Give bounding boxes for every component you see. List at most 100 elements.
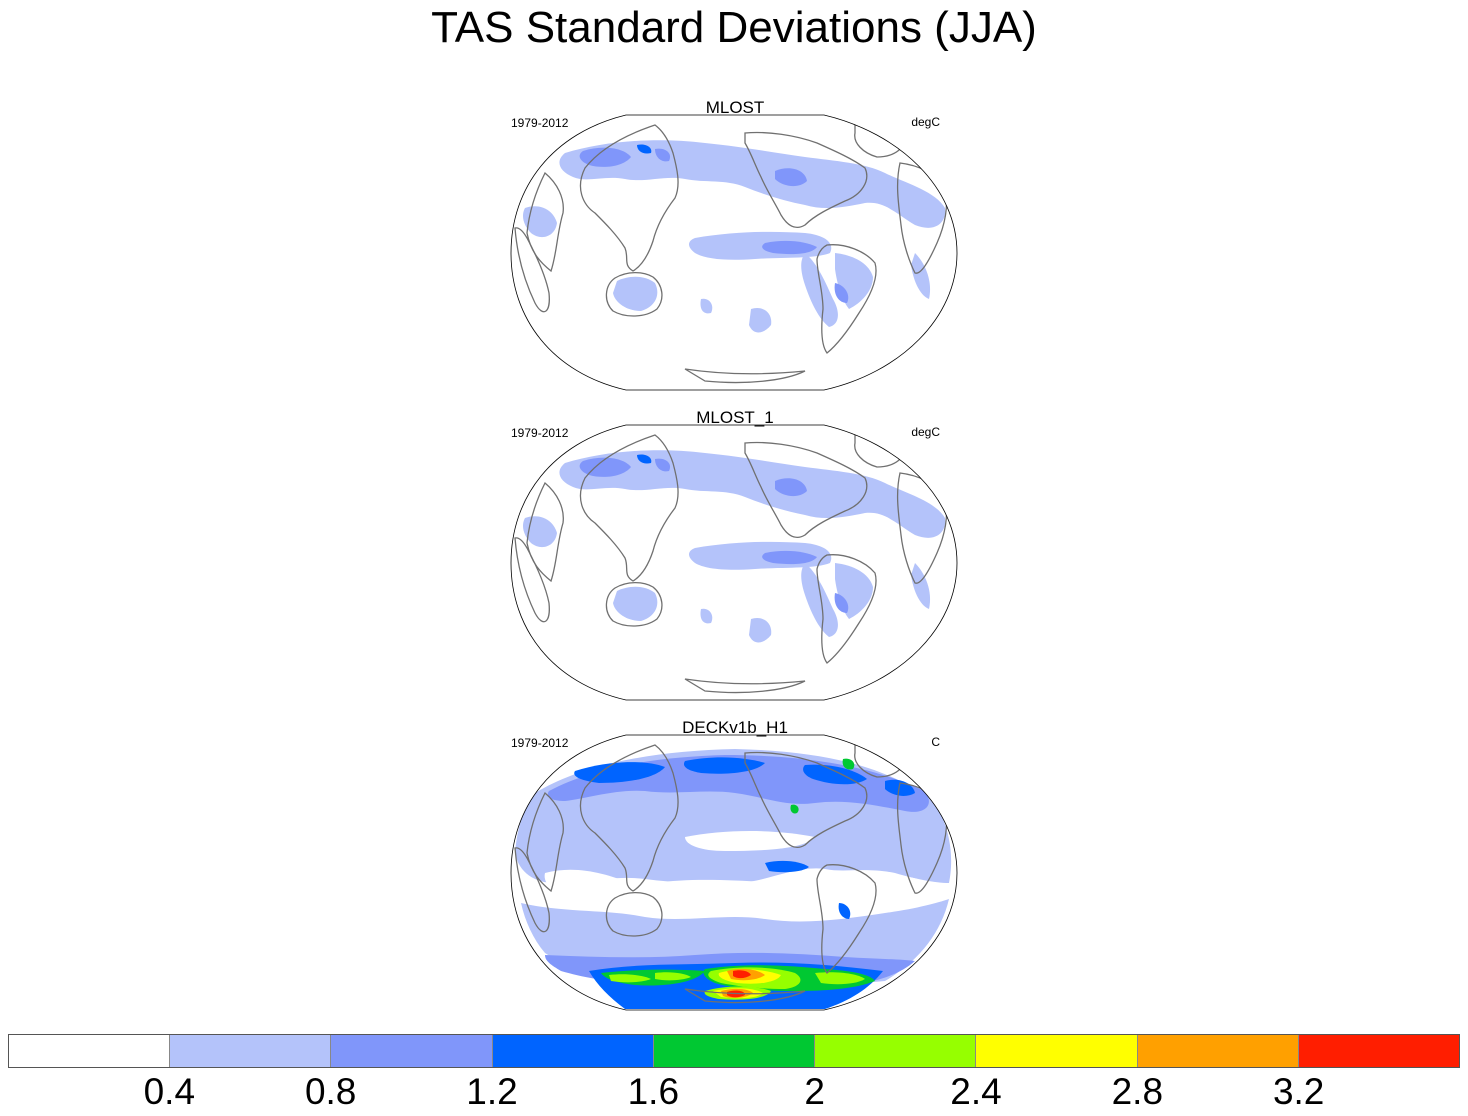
colorbar-box <box>492 1035 654 1067</box>
anomaly-region <box>655 972 691 981</box>
map-panel-mlost-1: MLOST_1 1979-2012 degC <box>505 409 965 723</box>
panel-units: degC <box>911 115 940 129</box>
coastline <box>579 124 679 272</box>
coastline <box>816 554 877 664</box>
anomaly-region <box>801 253 838 327</box>
anomaly-region <box>685 831 815 851</box>
anomaly-region <box>609 974 651 983</box>
colorbar-tick-label: 0.8 <box>304 1071 357 1112</box>
colorbar-tick-label: 2.4 <box>950 1071 1002 1112</box>
coastline <box>605 581 663 627</box>
map-svg <box>510 734 958 1011</box>
anomaly-region <box>911 563 931 609</box>
map-outline <box>510 114 958 391</box>
anomaly-region <box>613 586 658 621</box>
anomaly-region <box>655 148 671 162</box>
colorbar <box>8 1034 1460 1068</box>
coastline <box>816 864 877 974</box>
coastlines <box>514 123 948 384</box>
coastline <box>514 227 550 313</box>
map-svg <box>510 424 958 701</box>
anomaly-region <box>559 140 946 228</box>
anomaly-region <box>700 608 713 624</box>
anomaly-region <box>834 283 849 303</box>
panel-period: 1979-2012 <box>511 116 569 130</box>
anomaly-region <box>838 903 851 919</box>
anomaly-region <box>655 458 671 472</box>
colorbar-tick-label: 0.4 <box>143 1071 196 1112</box>
colorbar-tick-label: 1.2 <box>466 1071 518 1112</box>
anomaly-region <box>762 550 817 565</box>
anomaly-region <box>523 206 557 238</box>
anomaly-field <box>523 450 946 643</box>
map-outline <box>510 734 958 1011</box>
anomaly-region <box>544 869 629 897</box>
anomaly-region <box>911 253 931 299</box>
anomaly-region <box>842 758 855 770</box>
anomaly-region <box>523 516 557 548</box>
anomaly-region <box>613 276 658 311</box>
coastline <box>744 751 868 849</box>
anomaly-region <box>655 879 785 898</box>
map-panel-deckv1b-h1: DECKv1b_H1 1979-2012 C <box>505 719 965 1033</box>
map-panel-mlost: MLOST 1979-2012 degC <box>505 99 965 413</box>
panel-title: MLOST <box>705 98 765 117</box>
anomaly-region <box>749 307 772 333</box>
colorbar-tick-label: 2.8 <box>1111 1071 1164 1112</box>
anomaly-region <box>637 144 652 154</box>
anomaly-region <box>775 168 807 187</box>
colorbar-box <box>976 1035 1138 1067</box>
coastline <box>744 441 868 539</box>
anomaly-region <box>637 454 652 464</box>
coastline <box>526 791 564 893</box>
colorbar-box <box>9 1035 171 1067</box>
coastline <box>579 434 679 582</box>
coastline <box>816 244 877 354</box>
anomaly-region <box>790 804 799 814</box>
anomaly-region <box>762 240 817 255</box>
anomaly-region <box>885 876 935 896</box>
anomaly-region <box>765 860 809 873</box>
colorbar-box <box>331 1035 493 1067</box>
panel-units: degC <box>911 425 940 439</box>
anomaly-region <box>815 972 865 985</box>
colorbar-tick-label: 3.2 <box>1272 1071 1325 1112</box>
panel-title: DECKv1b_H1 <box>682 718 788 737</box>
colorbar-tick-label: 1.6 <box>627 1071 680 1112</box>
panel-period: 1979-2012 <box>511 736 569 750</box>
anomaly-field <box>515 749 952 1009</box>
colorbar-box <box>1137 1035 1299 1067</box>
map-outline <box>510 424 958 701</box>
anomaly-region <box>574 762 665 783</box>
anomaly-region <box>579 457 631 477</box>
colorbar-box <box>653 1035 816 1067</box>
coastline <box>514 537 550 623</box>
anomaly-region <box>749 617 772 643</box>
anomaly-region <box>733 970 751 979</box>
anomaly-region <box>559 450 946 538</box>
coastline <box>684 678 806 694</box>
anomaly-region <box>700 298 713 314</box>
colorbar-box <box>815 1035 977 1067</box>
coastline <box>579 744 679 892</box>
figure-title: TAS Standard Deviations (JJA) <box>431 3 1037 52</box>
anomaly-field <box>523 140 946 333</box>
coastline <box>684 988 806 1004</box>
colorbar-box <box>170 1035 332 1067</box>
coastline <box>526 481 564 583</box>
anomaly-region <box>801 563 838 637</box>
anomaly-region <box>775 478 807 497</box>
coastline <box>526 171 564 273</box>
panel-units: C <box>931 735 940 749</box>
coastline <box>605 891 663 937</box>
coastline <box>744 131 868 229</box>
colorbar-tick-label: 2 <box>804 1071 825 1112</box>
anomaly-region <box>579 147 631 167</box>
panel-period: 1979-2012 <box>511 426 569 440</box>
coastlines <box>514 433 948 694</box>
coastline <box>605 271 663 317</box>
anomaly-region <box>834 593 849 613</box>
coastline <box>514 847 550 933</box>
map-svg <box>510 114 958 391</box>
coastline <box>684 368 806 384</box>
